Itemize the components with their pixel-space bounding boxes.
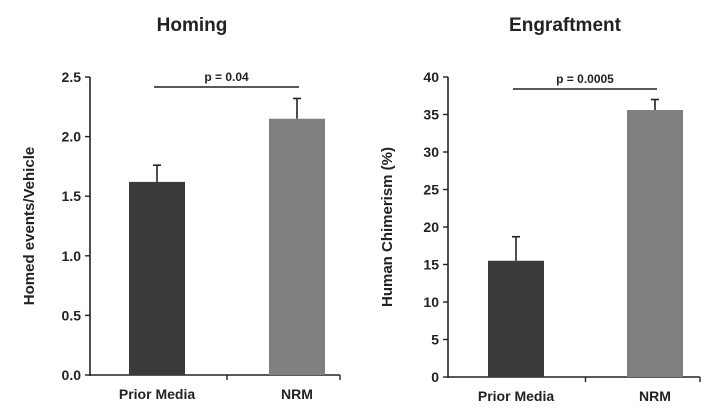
y-tick-label: 0.0 — [62, 367, 82, 383]
significance-label: p = 0.04 — [204, 70, 249, 84]
y-tick-label: 30 — [423, 144, 439, 160]
y-tick-label: 5 — [431, 332, 439, 348]
bar-prior-media — [129, 181, 185, 375]
category-label: NRM — [639, 388, 671, 404]
y-axis-label: Homed events/Vehicle — [21, 147, 38, 305]
y-axis-label: Human Chimerism (%) — [379, 147, 396, 307]
y-tick-label: 25 — [423, 182, 439, 198]
homing-chart: Homing Homed events/Vehicle 0.0 0.5 1.0 1.5 2.… — [21, 15, 341, 402]
y-tick-label: 40 — [423, 69, 439, 85]
y-tick-label: 35 — [423, 107, 439, 123]
y-tick-label: 10 — [423, 294, 439, 310]
chart-title: Homing — [157, 15, 228, 36]
bar-nrm — [269, 118, 325, 375]
y-tick-label: 15 — [423, 257, 439, 273]
category-label: Prior Media — [119, 386, 195, 402]
y-tick-label: 2.0 — [62, 129, 82, 145]
y-tick-label: 0.5 — [62, 307, 82, 323]
y-tick-label: 2.5 — [62, 69, 82, 85]
significance-label: p = 0.0005 — [556, 72, 614, 86]
chart-title: Engraftment — [509, 15, 622, 36]
bar-prior-media — [488, 260, 544, 377]
y-tick-label: 1.5 — [62, 188, 82, 204]
y-tick-label: 20 — [423, 219, 439, 235]
y-tick-label: 0 — [431, 369, 439, 385]
category-label: Prior Media — [478, 388, 554, 404]
bar-nrm — [627, 110, 683, 377]
y-tick-label: 1.0 — [62, 248, 82, 264]
category-label: NRM — [281, 386, 313, 402]
engraftment-chart: Engraftment Human Chimerism (%) 0 5 10 15 20 25… — [379, 15, 701, 404]
